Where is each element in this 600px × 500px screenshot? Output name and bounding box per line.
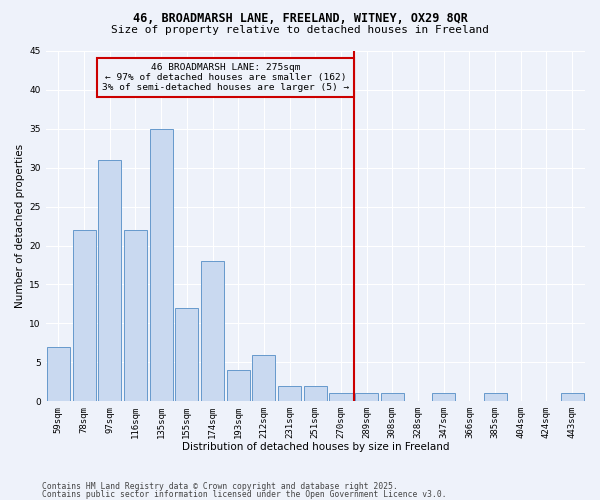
Y-axis label: Number of detached properties: Number of detached properties bbox=[15, 144, 25, 308]
Text: Size of property relative to detached houses in Freeland: Size of property relative to detached ho… bbox=[111, 25, 489, 35]
Bar bbox=[149, 129, 173, 401]
Bar bbox=[278, 386, 301, 401]
Bar bbox=[175, 308, 199, 401]
Bar bbox=[253, 354, 275, 401]
Bar bbox=[304, 386, 327, 401]
Bar bbox=[124, 230, 147, 401]
X-axis label: Distribution of detached houses by size in Freeland: Distribution of detached houses by size … bbox=[182, 442, 449, 452]
Text: 46, BROADMARSH LANE, FREELAND, WITNEY, OX29 8QR: 46, BROADMARSH LANE, FREELAND, WITNEY, O… bbox=[133, 12, 467, 26]
Bar bbox=[47, 346, 70, 401]
Bar bbox=[432, 394, 455, 401]
Text: Contains HM Land Registry data © Crown copyright and database right 2025.: Contains HM Land Registry data © Crown c… bbox=[42, 482, 398, 491]
Bar bbox=[381, 394, 404, 401]
Bar bbox=[98, 160, 121, 401]
Bar bbox=[355, 394, 378, 401]
Bar bbox=[227, 370, 250, 401]
Bar bbox=[201, 261, 224, 401]
Bar bbox=[560, 394, 584, 401]
Bar bbox=[73, 230, 95, 401]
Text: Contains public sector information licensed under the Open Government Licence v3: Contains public sector information licen… bbox=[42, 490, 446, 499]
Bar bbox=[329, 394, 353, 401]
Text: 46 BROADMARSH LANE: 275sqm
← 97% of detached houses are smaller (162)
3% of semi: 46 BROADMARSH LANE: 275sqm ← 97% of deta… bbox=[102, 62, 349, 92]
Bar bbox=[484, 394, 506, 401]
